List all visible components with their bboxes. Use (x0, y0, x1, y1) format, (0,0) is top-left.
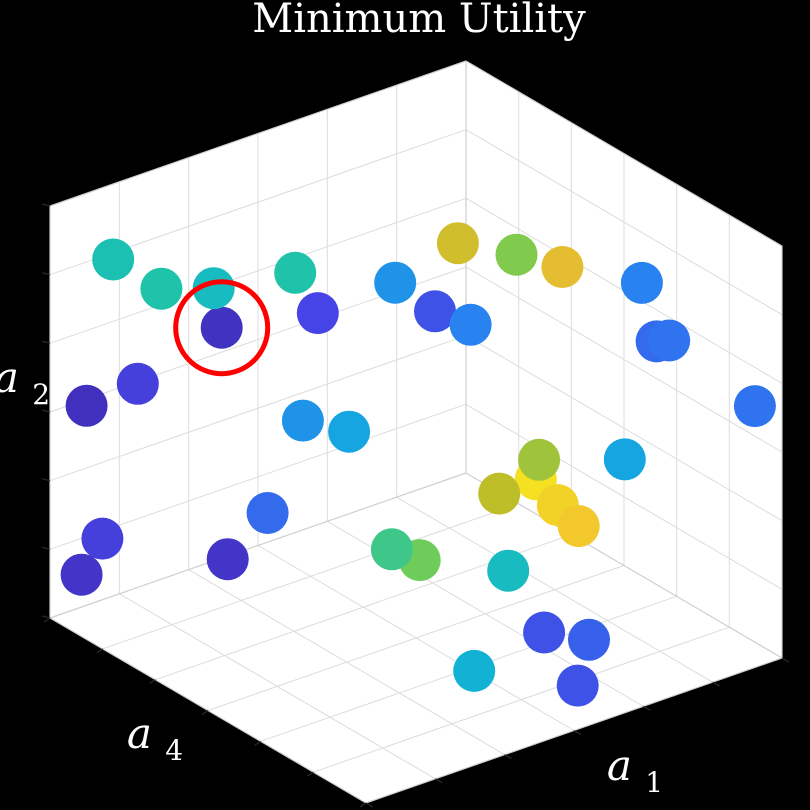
data-point-24 (92, 238, 135, 281)
data-point-21 (274, 251, 317, 294)
a1-tick-3 (201, 710, 209, 715)
z-tick-6 (41, 203, 51, 207)
data-point-12 (487, 549, 530, 592)
z-axis-label: a 2 (0, 353, 50, 411)
a4-tick-5 (435, 778, 443, 784)
data-point-22 (192, 267, 235, 310)
data-points (60, 222, 776, 707)
data-point-10 (518, 438, 561, 481)
box-edge-1 (49, 472, 467, 619)
data-point-31 (523, 611, 566, 654)
gridline-wall1-h-4 (465, 129, 783, 316)
z-tick-5 (41, 272, 51, 276)
data-point-27 (648, 319, 691, 362)
z-tick-0 (41, 615, 51, 619)
data-point-16 (374, 261, 417, 304)
data-point-29 (733, 385, 776, 428)
a4-tick-2 (643, 705, 651, 711)
data-point-33 (556, 664, 599, 707)
data-point-15 (296, 292, 339, 335)
a4-tick-3 (573, 729, 582, 736)
z-tick-3 (41, 409, 51, 413)
a1-tick-6 (359, 802, 367, 808)
a1-tick-4 (254, 740, 261, 746)
data-point-17 (414, 290, 456, 333)
data-point-0 (65, 384, 108, 427)
annotations (173, 279, 271, 377)
data-point-3 (281, 399, 324, 442)
axes-box (41, 60, 790, 808)
data-point-26 (620, 261, 663, 304)
x-axis-label-text: a (607, 741, 632, 790)
data-point-18 (436, 222, 479, 265)
data-point-20 (541, 246, 584, 288)
a4-tick-4 (504, 754, 512, 760)
data-point-5 (370, 528, 413, 571)
data-point-14 (200, 306, 243, 349)
y-axis-label-text-subscript: 4 (165, 734, 183, 767)
a4-tick-0 (781, 657, 790, 663)
data-point-34 (81, 517, 124, 560)
box-edge-6 (49, 60, 467, 207)
a1-tick-0 (43, 617, 51, 623)
data-point-9 (557, 505, 600, 548)
data-point-2 (206, 538, 249, 581)
y-axis-label: a 4 (127, 709, 183, 767)
data-point-32 (568, 618, 610, 661)
z-axis-label-text: a (0, 353, 19, 402)
data-point-1 (116, 362, 159, 405)
data-point-36 (246, 492, 289, 534)
x-axis-label-text-subscript: 1 (645, 766, 663, 799)
z-tick-1 (41, 546, 51, 550)
chart-title: Minimum Utility (252, 0, 586, 42)
box-edge-0 (465, 472, 783, 659)
a4-tick-6 (365, 802, 374, 808)
data-point-35 (60, 553, 103, 596)
y-axis-label-text: a (127, 709, 152, 758)
a1-tick-1 (96, 648, 103, 654)
gridline-floor-a4-4 (119, 593, 436, 780)
a1-tick-2 (149, 679, 156, 685)
x-axis-label: a 1 (607, 741, 663, 799)
data-point-11 (603, 438, 646, 481)
a4-tick-1 (712, 681, 720, 687)
box-edge-5 (465, 60, 783, 247)
z-tick-4 (41, 340, 51, 344)
data-point-30 (453, 649, 496, 692)
data-point-25 (449, 303, 492, 346)
a1-tick-5 (307, 771, 314, 777)
data-point-6 (478, 472, 521, 515)
z-tick-2 (41, 478, 51, 482)
data-point-23 (140, 267, 183, 310)
data-point-13 (328, 410, 371, 453)
highlight-ring (173, 279, 271, 377)
z-axis-label-text-subscript: 2 (32, 378, 50, 411)
data-point-19 (495, 233, 538, 276)
